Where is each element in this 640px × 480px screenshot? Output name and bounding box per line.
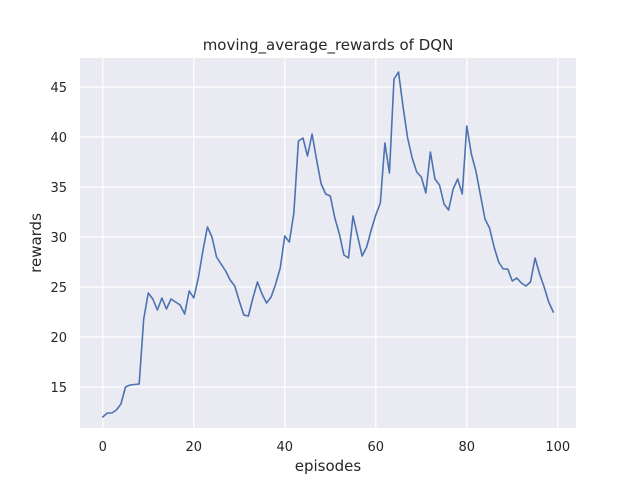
x-tick-label: 0 <box>99 440 107 455</box>
y-tick-label: 25 <box>50 281 67 296</box>
x-tick-label: 40 <box>276 440 293 455</box>
x-tick-labels: 0 20 40 60 80 100 <box>99 440 571 455</box>
y-tick-label: 30 <box>50 231 67 246</box>
x-tick-label: 100 <box>545 440 570 455</box>
x-axis-label: episodes <box>295 457 362 475</box>
x-tick-label: 80 <box>459 440 476 455</box>
plot-background <box>80 58 576 428</box>
grid <box>80 58 576 428</box>
series-line <box>101 71 555 418</box>
y-tick-label: 20 <box>50 331 67 346</box>
y-tick-label: 15 <box>50 381 67 396</box>
y-tick-label: 45 <box>50 81 67 96</box>
y-tick-label: 40 <box>50 131 67 146</box>
y-axis-label: rewards <box>27 213 45 273</box>
x-tick-label: 60 <box>368 440 385 455</box>
y-tick-label: 35 <box>50 181 67 196</box>
x-tick-label: 20 <box>185 440 202 455</box>
chart-title: moving_average_rewards of DQN <box>203 36 454 55</box>
y-tick-labels: 15 20 25 30 35 40 45 <box>50 81 67 396</box>
